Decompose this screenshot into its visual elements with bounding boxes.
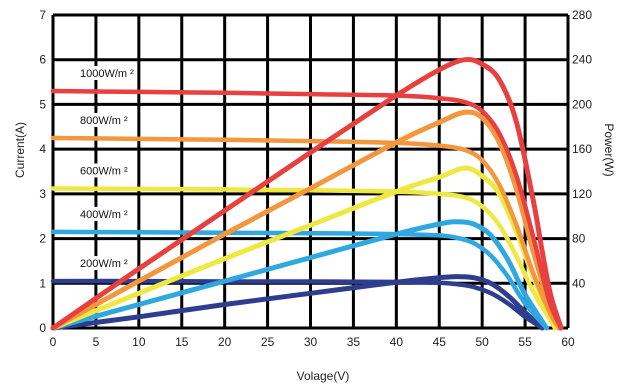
grid [51,13,570,330]
series-label-background [78,112,130,127]
x-tick-label: 35 [347,335,361,349]
x-tick-label: 20 [218,335,232,349]
y2-tick-label: 80 [572,232,586,246]
power-curve [50,109,562,331]
series-labels: 1000W/m ² 800W/m ² 600W/m ² 400W/m ² 200W/m … [78,66,136,271]
series-label-background [78,66,136,81]
series-label: 1000W/m ² [80,68,134,80]
y-axis-title: Current(A) [13,122,27,178]
current-curve [50,135,562,331]
series-label: 400W/m ² [80,209,128,221]
series-label: 800W/m ² [80,115,128,127]
y-tick-label: 4 [39,142,46,156]
x-tick-label: 0 [50,335,57,349]
y-tick-label: 0 [39,321,46,335]
series-label-background [78,256,130,271]
series-label: 600W/m ² [80,165,128,177]
x-tick-label: 5 [93,335,100,349]
power-curve [50,165,558,331]
current-curve [50,186,558,331]
x-tick-label: 45 [433,335,447,349]
y-tick-label: 7 [39,8,46,22]
series-label-background [78,206,130,221]
x-tick-label: 60 [561,335,575,349]
y-tick-label: 3 [39,187,46,201]
y-tick-label: 2 [39,232,46,246]
power-curve [50,274,545,331]
current-curve [50,88,564,331]
series-label-background [78,163,130,178]
y-tick-label: 5 [39,97,46,111]
tick-labels: 0 5 10 15 20 25 30 35 40 45 50 55 600123456740801201… [39,8,592,349]
power-curve [50,56,564,331]
y2-tick-label: 120 [572,187,592,201]
series-label: 200W/m ² [80,258,128,270]
y2-tick-label: 240 [572,53,592,67]
power-curve [50,219,549,331]
x-axis-title: Volage(V) [297,369,350,383]
x-tick-label: 50 [475,335,489,349]
x-tick-label: 25 [261,335,275,349]
x-tick-label: 30 [304,335,318,349]
y2-tick-label: 280 [572,8,592,22]
y2-tick-label: 160 [572,142,592,156]
y2-axis-title: Power(W) [602,123,616,176]
y-tick-label: 1 [39,276,46,290]
y2-tick-label: 200 [572,97,592,111]
x-tick-label: 40 [390,335,404,349]
y2-tick-label: 40 [572,276,586,290]
x-tick-label: 55 [518,335,532,349]
current-curve [50,278,545,331]
y-tick-label: 6 [39,53,46,67]
series-layer [50,56,564,331]
x-tick-label: 15 [175,335,189,349]
x-tick-label: 10 [132,335,146,349]
